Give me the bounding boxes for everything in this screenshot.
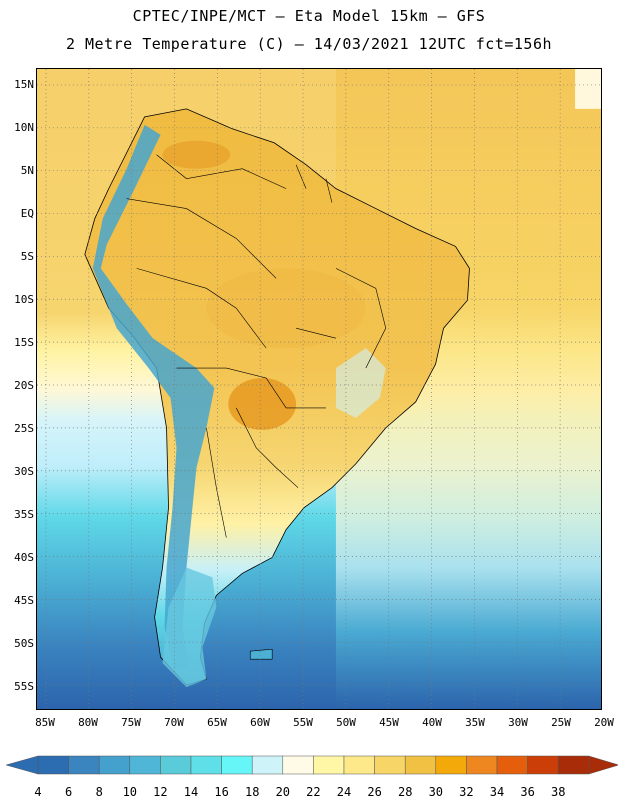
- hot-spot-venezuela: [162, 140, 231, 169]
- lon-tick-label: 80W: [78, 716, 98, 729]
- lon-tick-label: 55W: [293, 716, 313, 729]
- colorbar-swatch: [221, 755, 253, 775]
- map-subtitle: 2 Metre Temperature (C) – 14/03/2021 12U…: [65, 35, 553, 53]
- brazil-highlands: [335, 348, 386, 418]
- lon-tick-label: 60W: [250, 716, 270, 729]
- colorbar-swatch: [557, 755, 590, 775]
- colorbar-swatch: [343, 755, 375, 775]
- colorbar-swatch: [404, 755, 437, 775]
- andes-cold-band: [92, 124, 215, 672]
- colorbar-low-arrow: [6, 755, 39, 775]
- color-scale-bar: 4 6 8 10 12 14 16 18 20 22 24 26 28 30 32 34 36 38: [6, 755, 618, 799]
- lon-tick-label: 30W: [508, 716, 528, 729]
- lon-tick-label: 70W: [164, 716, 184, 729]
- lat-tick-label: 35S: [14, 508, 34, 521]
- colorbar-label: 36: [520, 785, 534, 799]
- patagonia-cold: [162, 567, 217, 688]
- colorbar-label: 22: [306, 785, 320, 799]
- colorbar-label: 10: [123, 785, 137, 799]
- lon-tick-label: 50W: [336, 716, 356, 729]
- colorbar-swatch: [466, 755, 498, 775]
- lat-tick-label: 15S: [14, 336, 34, 349]
- colorbar-label: 32: [459, 785, 473, 799]
- lat-tick-label: 50S: [14, 637, 34, 650]
- colorbar-high-arrow: [588, 755, 618, 775]
- colorbar-label: 24: [337, 785, 351, 799]
- lat-tick-label: 45S: [14, 594, 34, 607]
- lat-tick-label: 10N: [14, 121, 34, 134]
- colorbar-swatch: [251, 755, 284, 775]
- colorbar-swatch: [374, 755, 406, 775]
- hot-spot-amazon: [206, 268, 366, 349]
- colorbar-swatch: [435, 755, 467, 775]
- lat-tick-label: EQ: [20, 207, 34, 220]
- colorbar-swatch: [129, 755, 161, 775]
- lon-tick-label: 40W: [422, 716, 442, 729]
- colorbar-label: 6: [65, 785, 72, 799]
- lon-tick-label: 45W: [379, 716, 399, 729]
- colorbar-swatch: [37, 755, 69, 775]
- temperature-map: [36, 68, 602, 710]
- lat-tick-label: 25S: [14, 422, 34, 435]
- lon-tick-label: 75W: [121, 716, 141, 729]
- map-title: CPTEC/INPE/MCT – Eta Model 15km – GFS: [132, 7, 486, 25]
- colorbar-label: 12: [153, 785, 167, 799]
- lat-tick-label: 20S: [14, 379, 34, 392]
- lon-tick-label: 20W: [594, 716, 614, 729]
- colorbar-label: 26: [367, 785, 381, 799]
- falkland-islands: [249, 648, 273, 660]
- lat-tick-label: 40S: [14, 551, 34, 564]
- colorbar-label: 8: [96, 785, 103, 799]
- lon-tick-label: 85W: [35, 716, 55, 729]
- colorbar-label: 16: [214, 785, 228, 799]
- colorbar-label: 18: [245, 785, 259, 799]
- colorbar-label: 38: [551, 785, 565, 799]
- lat-tick-label: 55S: [14, 680, 34, 693]
- colorbar-swatch: [313, 755, 345, 775]
- colorbar-label: 14: [184, 785, 198, 799]
- hot-spot-chaco: [228, 378, 297, 430]
- colorbar-label: 28: [398, 785, 412, 799]
- colorbar-swatch: [68, 755, 100, 775]
- lat-tick-label: 5S: [20, 250, 34, 263]
- colorbar-swatch: [190, 755, 222, 775]
- colorbar-label: 34: [490, 785, 504, 799]
- lat-tick-label: 15N: [14, 78, 34, 91]
- lat-tick-label: 10S: [14, 293, 34, 306]
- country-borders: [126, 154, 387, 538]
- lon-tick-label: 25W: [551, 716, 571, 729]
- colorbar-swatch: [160, 755, 192, 775]
- lon-tick-label: 65W: [207, 716, 227, 729]
- colorbar-swatch: [527, 755, 559, 775]
- colorbar-label: 4: [34, 785, 41, 799]
- colorbar-label: 30: [429, 785, 443, 799]
- colorbar-swatch: [98, 755, 131, 775]
- lon-tick-label: 35W: [465, 716, 485, 729]
- colorbar-swatch: [496, 755, 528, 775]
- lat-tick-label: 5N: [20, 164, 34, 177]
- colorbar-label: 20: [276, 785, 290, 799]
- caribbean-white: [575, 69, 601, 109]
- colorbar-swatch: [282, 755, 314, 775]
- lat-tick-label: 30S: [14, 465, 34, 478]
